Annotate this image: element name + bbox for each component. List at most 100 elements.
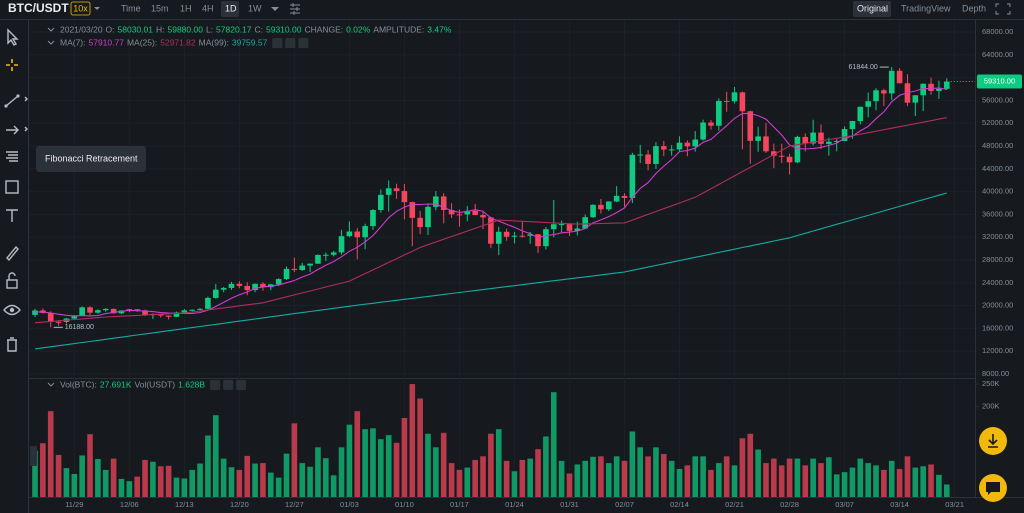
tooltip-box: [36, 146, 146, 172]
interval-caret[interactable]: [271, 7, 279, 11]
interval[interactable]: 1W: [248, 3, 262, 13]
trendline-dot: [4, 104, 8, 108]
candle-body: [763, 136, 769, 152]
legend-button[interactable]: [210, 380, 221, 390]
volume-bar: [920, 466, 926, 497]
time-tick-label: 03/21: [945, 500, 964, 509]
volume-bar: [605, 463, 612, 497]
candle-body: [590, 204, 596, 218]
candle-body: [535, 234, 541, 247]
candle-body: [912, 95, 919, 103]
price-tick-label: 24000.00: [982, 278, 1013, 287]
shape-tool[interactable]: [5, 180, 19, 194]
volume-bar: [291, 423, 298, 497]
legend-date: 2021/03/20: [60, 24, 103, 34]
view[interactable]: Depth: [962, 3, 986, 13]
cursor-tool[interactable]: [7, 28, 19, 46]
legend-caret[interactable]: [47, 40, 55, 45]
brush-tool[interactable]: [6, 245, 19, 262]
candle-body: [488, 217, 494, 244]
leverage[interactable]: 10x: [73, 3, 88, 13]
interval[interactable]: 1H: [180, 3, 192, 13]
view[interactable]: TradingView: [901, 3, 951, 13]
volume-bar: [40, 443, 46, 497]
candle-body: [661, 146, 667, 150]
legend-caret[interactable]: [47, 382, 55, 387]
candle-body: [165, 315, 172, 317]
candle-body: [786, 156, 793, 163]
legend-button[interactable]: [285, 38, 296, 48]
volume-bar: [692, 456, 699, 497]
visibility-tool[interactable]: [3, 304, 21, 316]
volume-bar: [739, 438, 746, 497]
leverage-badge[interactable]: [70, 1, 91, 16]
candle-body: [888, 70, 895, 94]
volume-bar: [590, 456, 596, 497]
legend-caret[interactable]: [47, 27, 55, 32]
symbol-caret[interactable]: [94, 7, 100, 10]
volume-bar: [283, 453, 290, 497]
symbol[interactable]: BTC/USDT: [8, 1, 69, 15]
labels: 8000.00 12000.00 16000.00 20000.00 24000.00 2…: [47, 24, 1022, 509]
candle-body: [275, 279, 282, 285]
legend-button[interactable]: [272, 38, 283, 48]
ma-line: [35, 87, 947, 317]
settings-icon[interactable]: [290, 3, 300, 15]
candle-body: [87, 307, 93, 313]
time-tick-label: 01/24: [505, 500, 524, 509]
volume-bar: [794, 458, 801, 497]
candle-body: [503, 231, 510, 237]
crosshair-tool[interactable]: [6, 59, 18, 71]
interval-active[interactable]: 1D: [225, 3, 237, 13]
fib-tool[interactable]: [6, 151, 18, 162]
candle-body: [393, 188, 400, 192]
candle-body: [197, 308, 203, 310]
trendline-tool[interactable]: [5, 95, 19, 107]
volume-bar: [873, 465, 879, 497]
candle-body: [747, 111, 754, 141]
candle-body: [928, 83, 934, 91]
toolbar: [3, 28, 28, 352]
submenu-carets: [24, 96, 28, 132]
volume-bar: [346, 424, 353, 497]
legend-button[interactable]: [298, 38, 309, 48]
text-tool[interactable]: [6, 209, 18, 222]
view-active[interactable]: Original: [857, 3, 888, 13]
volume-bar: [189, 469, 195, 497]
candle-body: [598, 204, 604, 210]
candle-body: [47, 312, 54, 322]
volume-bar: [110, 458, 117, 497]
interval[interactable]: 4H: [202, 3, 214, 13]
legend-key: AMPLITUDE:: [373, 24, 424, 34]
lock-tool[interactable]: [6, 279, 18, 289]
candle-body: [425, 206, 431, 228]
delete-tool[interactable]: [7, 337, 17, 352]
chat-icon: [986, 482, 1000, 495]
volume-bar: [173, 477, 180, 497]
volume-bar: [102, 469, 109, 497]
legend-button[interactable]: [236, 380, 247, 390]
volume-bar: [330, 475, 337, 497]
volume-bar: [661, 454, 667, 497]
candle-body: [472, 210, 478, 216]
fullscreen-icon[interactable]: [995, 3, 1011, 15]
interval[interactable]: Time: [121, 3, 141, 13]
candle-body: [896, 70, 903, 84]
panel-handle[interactable]: [30, 446, 37, 466]
interval[interactable]: 15m: [151, 3, 169, 13]
ray-tool[interactable]: [6, 125, 19, 135]
price-tick-label: 52000.00: [982, 118, 1013, 127]
volume-bar: [566, 473, 573, 497]
price-tick-label: 68000.00: [982, 27, 1013, 36]
legend-button[interactable]: [223, 380, 234, 390]
volume-bar: [943, 484, 950, 497]
candle-body: [338, 236, 345, 253]
volume-bar: [480, 456, 486, 497]
candle-body: [346, 231, 353, 237]
volume-bar: [527, 458, 533, 497]
eye-pupil: [9, 307, 15, 313]
candle-body: [653, 146, 659, 164]
volume-bar: [716, 463, 722, 497]
